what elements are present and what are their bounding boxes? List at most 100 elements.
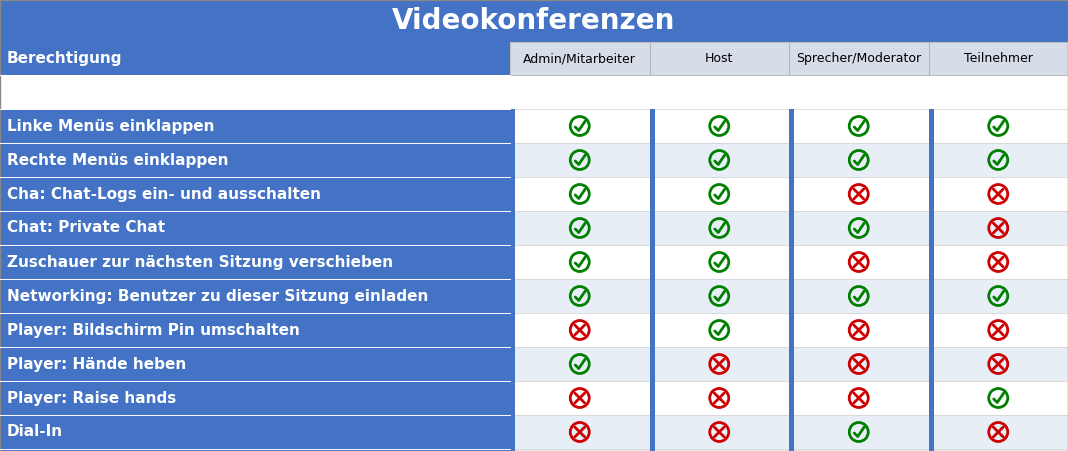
Bar — [928, 313, 933, 347]
Bar — [511, 245, 649, 279]
Bar — [928, 415, 1068, 449]
Bar — [789, 211, 928, 245]
Bar — [0, 449, 511, 451]
Bar — [928, 42, 1068, 75]
Bar — [789, 347, 928, 381]
Bar — [789, 109, 928, 143]
Bar — [928, 211, 1068, 245]
Bar — [649, 143, 789, 177]
Bar — [649, 42, 789, 75]
Bar — [789, 449, 794, 451]
Bar — [649, 279, 655, 313]
Bar — [928, 347, 1068, 381]
Bar — [511, 42, 649, 75]
Bar — [0, 279, 511, 313]
Bar — [511, 279, 649, 313]
Bar — [789, 42, 928, 75]
Bar — [649, 449, 789, 451]
Bar — [789, 109, 794, 143]
Bar — [511, 177, 649, 211]
Text: Networking: Benutzer zu dieser Sitzung einladen: Networking: Benutzer zu dieser Sitzung e… — [7, 289, 428, 304]
Bar — [0, 415, 511, 449]
Bar — [511, 143, 515, 177]
Bar — [928, 449, 933, 451]
Bar — [928, 381, 1068, 415]
Bar — [789, 143, 928, 177]
Bar — [649, 381, 789, 415]
Bar — [649, 177, 789, 211]
Bar — [789, 381, 794, 415]
Bar — [928, 449, 1068, 451]
Bar — [0, 381, 511, 415]
Bar — [511, 279, 515, 313]
Bar — [511, 211, 649, 245]
Bar — [0, 245, 511, 279]
Bar — [511, 109, 515, 143]
Text: Cha: Chat-Logs ein- und ausschalten: Cha: Chat-Logs ein- und ausschalten — [7, 187, 321, 202]
Bar — [928, 143, 933, 177]
Bar — [928, 109, 1068, 143]
Bar — [511, 415, 649, 449]
Bar — [511, 449, 649, 451]
Text: Player: Bildschirm Pin umschalten: Player: Bildschirm Pin umschalten — [7, 322, 300, 337]
Bar — [511, 415, 515, 449]
Bar — [649, 415, 655, 449]
Bar — [0, 211, 511, 245]
Text: Linke Menüs einklappen: Linke Menüs einklappen — [7, 119, 215, 133]
Bar — [511, 143, 649, 177]
Bar — [0, 143, 511, 177]
Bar — [928, 279, 1068, 313]
Bar — [649, 143, 655, 177]
Bar — [928, 245, 933, 279]
Bar — [928, 279, 933, 313]
Bar — [928, 211, 933, 245]
Text: Berechtigung: Berechtigung — [7, 51, 123, 66]
Bar — [928, 415, 933, 449]
Bar — [649, 245, 789, 279]
Text: Host: Host — [705, 52, 734, 65]
Bar — [789, 211, 794, 245]
Bar — [511, 245, 515, 279]
Bar — [649, 211, 655, 245]
Bar — [928, 313, 1068, 347]
Text: Player: Hände heben: Player: Hände heben — [7, 356, 186, 372]
Bar — [511, 211, 515, 245]
Bar — [789, 177, 928, 211]
Bar — [789, 381, 928, 415]
Bar — [511, 347, 649, 381]
Bar — [649, 177, 655, 211]
Bar — [928, 245, 1068, 279]
Text: Teilnehmer: Teilnehmer — [963, 52, 1033, 65]
Bar — [0, 313, 511, 347]
Bar — [789, 245, 794, 279]
Bar — [511, 313, 515, 347]
Bar — [649, 313, 655, 347]
Bar — [0, 109, 511, 143]
Bar — [928, 109, 933, 143]
Bar — [511, 347, 515, 381]
Bar — [789, 449, 928, 451]
Bar — [789, 347, 794, 381]
Bar — [789, 143, 794, 177]
Bar — [789, 245, 928, 279]
Text: Zuschauer zur nächsten Sitzung verschieben: Zuschauer zur nächsten Sitzung verschieb… — [7, 254, 393, 270]
Bar — [789, 313, 794, 347]
Bar — [649, 211, 789, 245]
Bar — [0, 0, 1068, 42]
Bar — [649, 347, 789, 381]
Bar — [511, 381, 515, 415]
Bar — [928, 381, 933, 415]
Text: Sprecher/Moderator: Sprecher/Moderator — [796, 52, 922, 65]
Bar — [511, 381, 649, 415]
Bar — [649, 347, 655, 381]
Bar — [789, 279, 928, 313]
Bar — [789, 177, 794, 211]
Bar — [649, 449, 655, 451]
Bar — [789, 313, 928, 347]
Bar — [928, 177, 933, 211]
Text: Dial-In: Dial-In — [7, 424, 63, 440]
Text: Videokonferenzen: Videokonferenzen — [392, 7, 676, 35]
Bar — [511, 449, 515, 451]
Bar — [649, 415, 789, 449]
Bar — [649, 109, 655, 143]
